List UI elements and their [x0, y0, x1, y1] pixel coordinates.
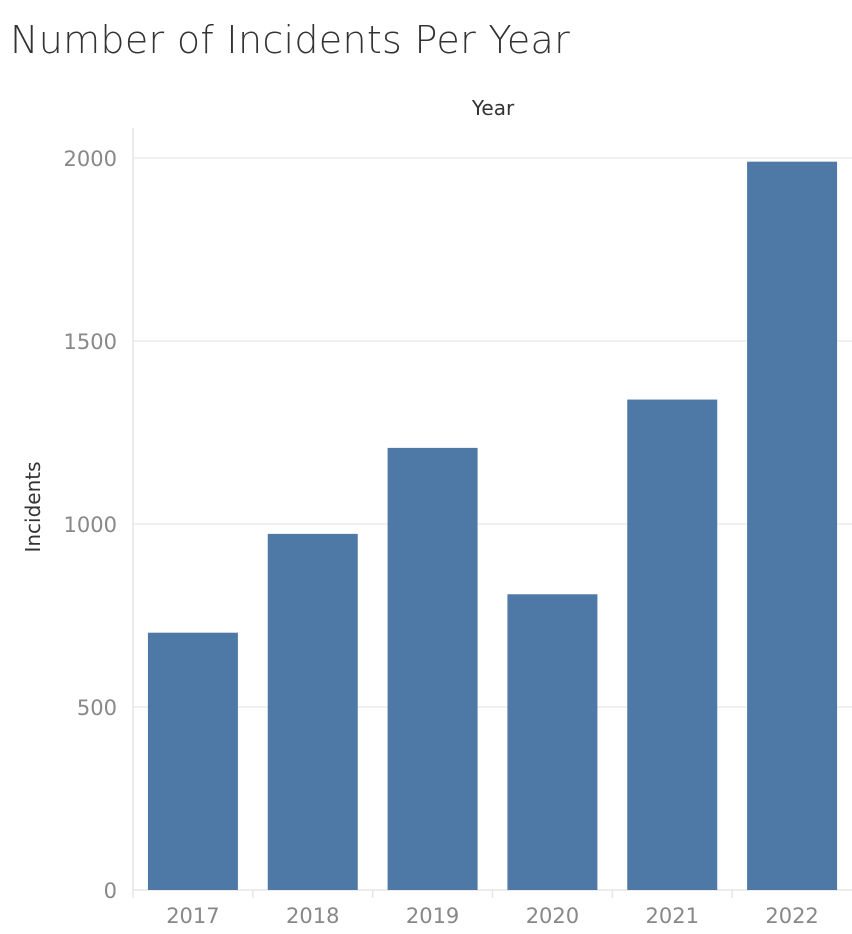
y-tick-label: 2000 [64, 147, 117, 171]
gridlines [133, 157, 852, 708]
chart-title: Number of Incidents Per Year [10, 18, 571, 62]
x-axis-title: Year [471, 96, 515, 120]
x-tick-label: 2022 [765, 904, 818, 928]
x-tick-label: 2018 [286, 904, 339, 928]
y-tick-labels: 0 500 1000 1500 2000 [64, 147, 117, 903]
y-tick-label: 500 [77, 696, 117, 720]
x-tick-label: 2019 [406, 904, 459, 928]
bars [147, 161, 838, 890]
y-tick-label: 0 [104, 879, 117, 903]
y-tick-label: 1000 [64, 513, 117, 537]
bar-2021 [627, 399, 718, 890]
x-tick-label: 2021 [646, 904, 699, 928]
x-tick-labels: 2017 2018 2019 2020 2021 2022 [166, 890, 819, 928]
x-tick-label: 2017 [166, 904, 219, 928]
y-tick-label: 1500 [64, 330, 117, 354]
y-axis-title: Incidents [21, 461, 45, 552]
bar-2018 [267, 533, 358, 890]
x-tick-label: 2020 [526, 904, 579, 928]
bar-2017 [147, 632, 238, 890]
bar-2020 [507, 594, 598, 890]
bar-2022 [747, 161, 838, 890]
bar-2019 [387, 447, 478, 890]
